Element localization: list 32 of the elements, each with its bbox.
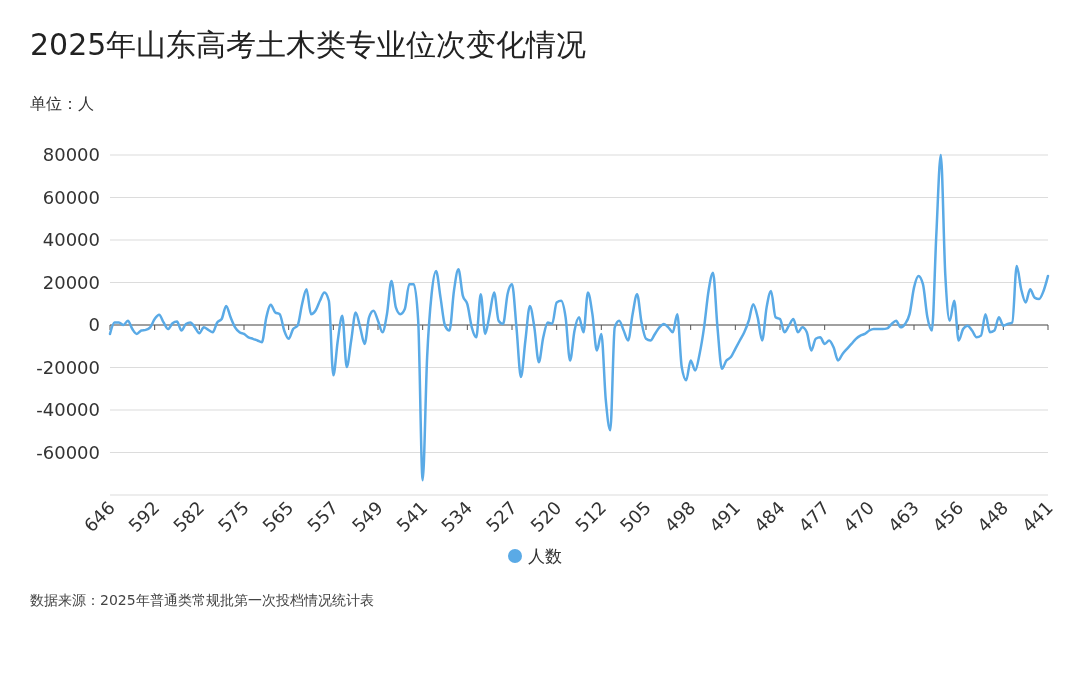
x-tick-label: 448 [973,496,1013,537]
y-tick-label: -20000 [36,356,100,378]
source-note: 数据来源：2025年普通类常规批第一次投档情况统计表 [30,592,374,608]
x-tick-label: 582 [169,496,209,537]
x-tick-label: 441 [1017,496,1057,537]
x-tick-label: 470 [839,496,879,537]
x-tick-label: 541 [392,496,432,537]
x-tick-label: 512 [571,496,611,537]
y-tick-label: -40000 [36,399,100,421]
legend-label: 人数 [528,545,562,566]
y-tick-label: 60000 [42,186,100,208]
y-tick-label: -60000 [36,441,100,463]
line-series [108,153,1050,482]
x-tick-label: 456 [928,496,968,537]
x-tick-label: 498 [660,496,700,537]
x-tick-label: 491 [705,496,745,537]
x-tick-label: 463 [883,496,923,537]
y-axis-title: 单位：人 [30,94,94,113]
y-tick-label: 80000 [42,144,100,166]
x-tick-label: 549 [347,496,387,537]
y-tick-label: 40000 [42,229,100,251]
x-tick-label: 646 [79,496,119,537]
chart-title: 2025年山东高考土木类专业位次变化情况 [30,27,587,62]
y-tick-label: 20000 [42,271,100,293]
x-tick-label: 484 [749,496,789,537]
x-tick-label: 592 [124,496,164,537]
x-tick-label: 505 [615,496,655,537]
x-tick-label: 520 [526,496,566,537]
y-tick-label: 0 [88,314,100,336]
x-tick-label: 477 [794,496,834,537]
x-tick-label: 575 [213,496,253,537]
x-tick-label: 534 [437,496,477,537]
